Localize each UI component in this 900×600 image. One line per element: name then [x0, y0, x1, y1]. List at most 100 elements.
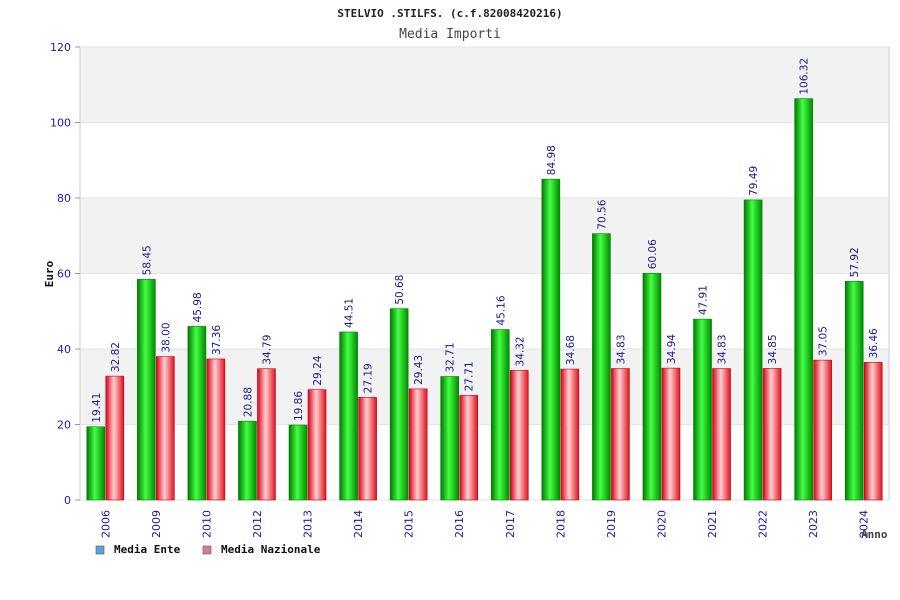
x-tick-label: 2010: [200, 510, 213, 538]
bar-media-ente: [389, 308, 409, 501]
data-label: 34.83: [615, 334, 627, 364]
bar-media-nazionale: [257, 368, 276, 501]
data-label: 50.68: [394, 275, 406, 305]
chart-subtitle: Media Importi: [399, 27, 501, 42]
bar-media-ente: [541, 178, 561, 501]
bar-media-ente: [187, 326, 207, 501]
data-label: 79.49: [748, 166, 760, 196]
bar-media-ente: [592, 233, 611, 501]
data-label: 29.43: [413, 355, 425, 385]
data-label: 34.94: [666, 334, 678, 364]
data-label: 34.32: [514, 336, 526, 366]
x-tick-label: 2023: [807, 510, 820, 538]
bar-media-nazionale: [307, 389, 327, 501]
y-tick-label: 120: [50, 41, 71, 54]
data-label: 106.32: [799, 58, 811, 95]
x-tick-label: 2009: [150, 510, 163, 538]
bar-media-nazionale: [206, 358, 226, 501]
bar-media-ente: [137, 279, 156, 501]
bar-media-ente: [288, 424, 308, 501]
y-axis-label: Euro: [43, 260, 56, 287]
x-tick-label: 2024: [858, 510, 871, 538]
bar-media-nazionale: [762, 368, 782, 501]
bar-media-nazionale: [863, 362, 883, 501]
bar-media-ente: [440, 376, 460, 501]
bar-media-ente: [693, 318, 712, 501]
data-label: 34.83: [717, 334, 729, 364]
x-axis-label: Anno: [861, 528, 888, 541]
data-label: 45.16: [495, 295, 507, 325]
y-tick-label: 0: [64, 494, 71, 507]
bar-media-ente: [339, 331, 358, 501]
y-tick-label: 80: [57, 192, 71, 205]
bar-media-nazionale: [459, 395, 479, 501]
legend-label-media-nazionale: Media Nazionale: [221, 543, 321, 556]
data-label: 38.00: [160, 322, 172, 352]
bar-media-ente: [844, 281, 864, 501]
y-tick-label: 20: [57, 419, 71, 432]
bar-media-nazionale: [156, 356, 175, 501]
y-tick-label: 40: [57, 343, 71, 356]
data-label: 44.51: [344, 298, 356, 328]
data-label: 20.88: [242, 387, 254, 417]
data-label: 60.06: [647, 239, 659, 269]
x-tick-label: 2018: [554, 510, 567, 538]
legend: Media Ente Media Nazionale: [95, 543, 321, 556]
legend-label-media-ente: Media Ente: [114, 543, 181, 556]
x-tick-label: 2013: [302, 510, 315, 538]
x-tick-label: 2016: [453, 510, 466, 538]
bar-media-ente: [743, 199, 763, 501]
bar-media-nazionale: [408, 388, 428, 501]
grid-band: [80, 47, 889, 123]
x-axis-ticks: 2006 2009 2010 2012 2013 2014 2015 2016 2017 2018…: [99, 510, 870, 538]
bar-media-ente: [490, 329, 510, 501]
data-label: 47.91: [698, 285, 710, 315]
chart-title: STELVIO .STILFS. (c.f.82008420216): [337, 7, 562, 20]
x-tick-label: 2020: [655, 510, 668, 538]
legend-swatch-media-ente: [95, 545, 105, 555]
x-tick-label: 2022: [757, 510, 770, 538]
bar-media-nazionale: [611, 368, 630, 501]
data-label: 27.19: [363, 363, 375, 393]
data-label: 36.46: [868, 328, 880, 358]
data-label: 58.45: [141, 245, 153, 275]
bar-media-nazionale: [712, 368, 731, 501]
data-label: 32.82: [110, 342, 122, 372]
data-label: 19.41: [91, 393, 103, 423]
bar-media-nazionale: [661, 367, 681, 501]
data-label: 19.86: [293, 391, 305, 421]
bars: 19.41 32.82 58.45 38.00 45.98 37.36 20.88 34.79…: [86, 58, 883, 501]
x-tick-label: 2021: [706, 510, 719, 538]
y-tick-label: 60: [57, 268, 71, 281]
grid-band: [80, 198, 889, 274]
data-label: 32.71: [445, 342, 457, 372]
x-tick-label: 2012: [251, 510, 264, 538]
data-label: 70.56: [596, 199, 608, 229]
data-label: 34.68: [565, 335, 577, 365]
x-tick-label: 2006: [99, 510, 112, 538]
bar-media-nazionale: [509, 370, 529, 501]
x-tick-label: 2015: [403, 510, 416, 538]
x-tick-label: 2019: [605, 510, 618, 538]
y-tick-label: 100: [50, 117, 71, 130]
data-label: 34.85: [767, 334, 779, 364]
data-label: 34.79: [261, 335, 273, 365]
data-label: 27.71: [464, 361, 476, 391]
x-tick-label: 2014: [352, 510, 365, 538]
bar-media-ente: [238, 420, 257, 501]
bar-media-nazionale: [358, 397, 377, 501]
y-axis-ticks: 0 20 40 60 80 100 120: [50, 41, 80, 507]
bar-media-ente: [642, 272, 662, 501]
data-label: 84.98: [546, 145, 558, 175]
bar-media-nazionale: [560, 368, 580, 501]
data-label: 57.92: [849, 247, 861, 277]
data-label: 37.36: [211, 325, 223, 355]
legend-swatch-media-nazionale: [202, 545, 212, 555]
data-label: 37.05: [818, 326, 830, 356]
data-label: 45.98: [192, 292, 204, 322]
bar-media-ente: [794, 98, 813, 501]
bar-media-nazionale: [813, 359, 832, 501]
bar-media-ente: [86, 426, 106, 501]
bar-media-nazionale: [105, 375, 125, 501]
